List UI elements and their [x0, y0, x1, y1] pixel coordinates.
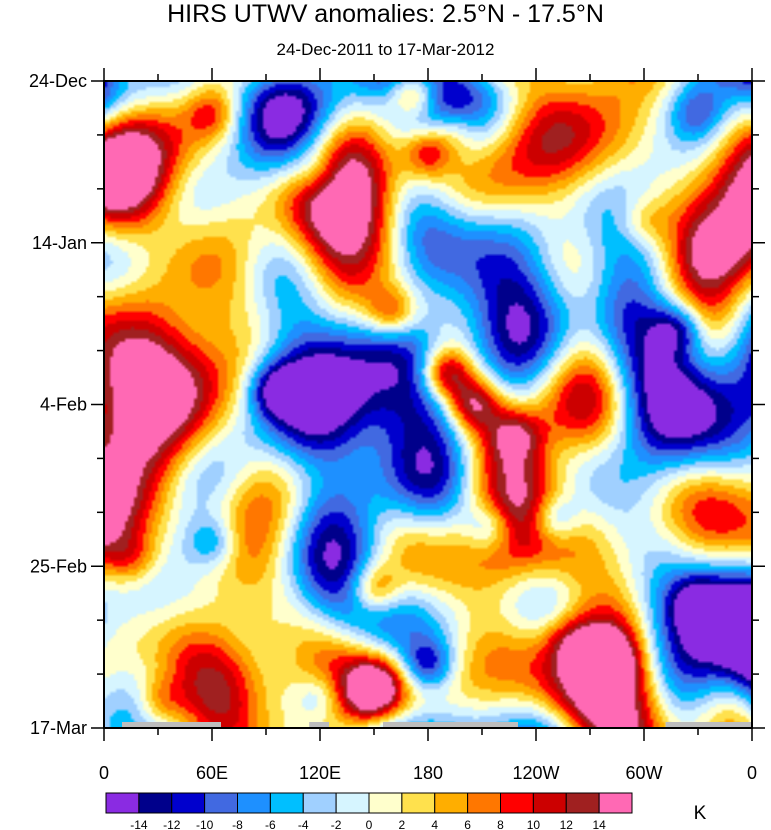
missing-data-marker: [122, 722, 221, 727]
colorbar-swatch: [434, 792, 469, 814]
colorbar-swatch: [171, 792, 206, 814]
colorbar-label: 10: [527, 818, 541, 830]
y-tick-label: 4-Feb: [40, 395, 87, 415]
missing-data-markers: [122, 722, 752, 727]
colorbar-swatch: [467, 792, 501, 814]
colorbar-label: -8: [232, 818, 243, 830]
x-tick-label: 0: [747, 763, 757, 783]
colorbar-swatch: [204, 792, 238, 814]
missing-data-marker: [309, 722, 329, 727]
colorbar-swatch: [335, 792, 370, 814]
colorbar-label: -2: [331, 818, 342, 830]
colorbar-swatch: [105, 792, 140, 814]
anomaly-field: [104, 81, 752, 728]
y-tick-label: 14-Jan: [32, 233, 87, 253]
colorbar-swatch: [401, 792, 436, 814]
y-tick-label: 17-Mar: [30, 718, 87, 738]
colorbar-swatch: [500, 792, 534, 814]
colorbar-swatch: [598, 792, 633, 814]
colorbar-label: -14: [130, 818, 148, 830]
colorbar-label: -4: [298, 818, 309, 830]
colorbar-label: -10: [196, 818, 214, 830]
colorbar-swatch: [269, 792, 304, 814]
colorbar-swatch: [532, 792, 567, 814]
colorbar-label: 12: [560, 818, 574, 830]
colorbar-label: 2: [399, 818, 406, 830]
colorbar-label: 8: [497, 818, 504, 830]
x-tick-label: 120W: [512, 763, 559, 783]
colorbar-label: 6: [464, 818, 471, 830]
x-tick-label: 60E: [196, 763, 228, 783]
colorbar-swatch: [565, 792, 600, 814]
y-tick-label: 24-Dec: [29, 71, 87, 91]
colorbar-label: 4: [431, 818, 438, 830]
x-tick-label: 120E: [299, 763, 341, 783]
y-tick-label: 25-Feb: [30, 556, 87, 576]
colorbar-label: 0: [366, 818, 373, 830]
x-tick-label: 0: [99, 763, 109, 783]
x-tick-label: 60W: [625, 763, 662, 783]
colorbar-swatch: [302, 792, 337, 814]
colorbar-swatch: [138, 792, 173, 814]
missing-data-marker: [665, 722, 752, 727]
colorbar-swatch: [237, 792, 271, 814]
axis-ticks: 24-Dec 14-Jan 4-Feb 25-Feb 17-Mar 0 60E 120E 180…: [29, 68, 765, 783]
colorbar-swatch: [368, 792, 403, 814]
x-tick-label: 180: [413, 763, 443, 783]
colorbar: -14 -12 -10 -8 -6 -4 -2 0 2 4 6 8 10 12 14 K: [105, 792, 707, 830]
missing-data-marker: [383, 722, 518, 727]
chart-subtitle: 24-Dec-2011 to 17-Mar-2012: [276, 40, 495, 59]
chart-title: HIRS UTWV anomalies: 2.5°N - 17.5°N: [167, 0, 604, 28]
colorbar-label: -12: [163, 818, 181, 830]
colorbar-unit: K: [694, 803, 707, 824]
colorbar-label: 14: [592, 818, 606, 830]
colorbar-label: -6: [265, 818, 276, 830]
